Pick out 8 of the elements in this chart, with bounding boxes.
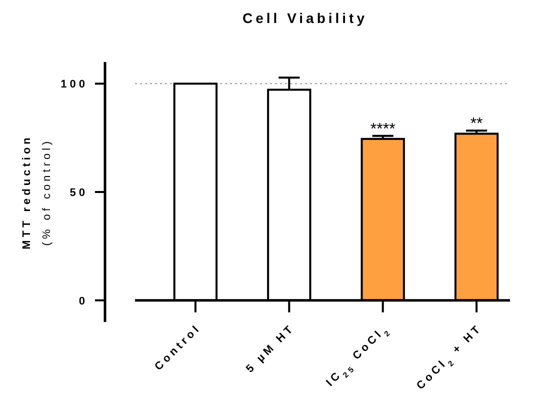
annotation: **** [370, 120, 396, 138]
annotation: ** [470, 116, 483, 133]
x-tick-label: 5 µM HT [244, 322, 298, 376]
chart-title: Cell Viability [242, 10, 368, 26]
y-tick-label: 100 [60, 78, 88, 91]
y-axis-title: MTT reduction (% of control) [21, 134, 53, 250]
y-tick-label: 50 [70, 187, 88, 199]
y-tick-label: 0 [78, 295, 88, 308]
